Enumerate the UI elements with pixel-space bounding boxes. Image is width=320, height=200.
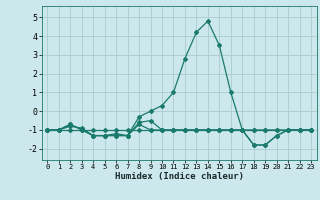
X-axis label: Humidex (Indice chaleur): Humidex (Indice chaleur) [115,172,244,181]
